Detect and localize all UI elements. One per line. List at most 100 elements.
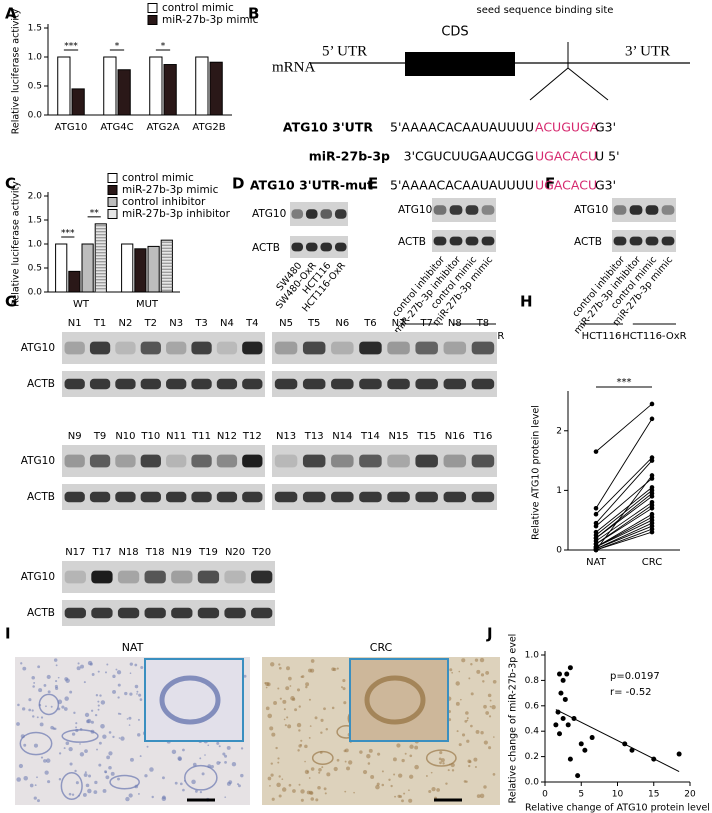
blot-band <box>661 205 675 215</box>
inset-cell <box>364 675 426 725</box>
lane-label: T16 <box>473 431 493 442</box>
tissue-cell <box>301 675 305 678</box>
tissue-cell <box>47 690 51 694</box>
tissue-cell <box>394 795 397 798</box>
tissue-cell <box>359 750 363 754</box>
tissue-cell <box>292 789 296 793</box>
tissue-cell <box>129 662 133 666</box>
panel-label: D <box>232 175 244 193</box>
tissue-cell <box>68 792 72 796</box>
tissue-cell <box>75 722 78 725</box>
tissue-cell <box>489 705 492 708</box>
tissue-cell <box>117 683 121 687</box>
tissue-cell <box>61 705 65 709</box>
lane-label: N2 <box>119 318 133 329</box>
tissue-cell <box>362 769 368 775</box>
x-tick-label: ATG2B <box>192 122 225 133</box>
y-tick-label: 0 <box>556 546 562 556</box>
tissue-cell <box>23 776 28 781</box>
tissue-cell <box>86 718 92 724</box>
x-axis-label: Relative change of ATG10 protein level <box>525 803 710 813</box>
significance-label: *** <box>61 229 75 239</box>
tissue-cell <box>317 785 321 790</box>
blot-band <box>242 491 263 503</box>
tissue-cell <box>63 707 68 711</box>
tissue-cell <box>93 790 98 794</box>
tissue-cell <box>480 673 485 677</box>
tissue-cell <box>480 731 484 735</box>
lane-label: T11 <box>191 431 211 442</box>
y-tick-label: 0.5 <box>28 264 42 274</box>
panel-label: A <box>5 5 17 23</box>
tissue-cell <box>120 736 125 741</box>
tissue-cell <box>298 705 301 708</box>
tissue-cell <box>54 684 58 688</box>
tissue-cell <box>64 696 69 701</box>
point <box>649 473 655 478</box>
blot-band <box>274 454 298 468</box>
tissue-cell <box>297 749 300 752</box>
tissue-cell <box>58 752 62 755</box>
bar <box>149 56 163 116</box>
lane-label: N18 <box>118 547 138 558</box>
tissue-cell <box>94 713 98 717</box>
tissue-cell <box>310 659 315 663</box>
tissue-cell <box>281 778 284 781</box>
row-label: ATG10 <box>21 571 55 583</box>
blot-band <box>471 491 495 503</box>
lane-label: N6 <box>335 318 349 329</box>
y-tick-label: 0.0 <box>28 111 43 121</box>
tissue-cell <box>79 743 81 745</box>
blot-band <box>216 454 238 468</box>
seed-sequence: UGACACU <box>535 149 597 164</box>
x-tick-label: 0 <box>542 790 548 800</box>
tissue-cell <box>396 743 401 748</box>
blot-band <box>443 378 467 390</box>
legend-swatch <box>107 173 118 183</box>
tissue-cell <box>455 701 460 706</box>
tissue-gland <box>184 764 218 791</box>
tissue-cell <box>308 777 311 779</box>
tissue-cell <box>74 769 77 773</box>
row-label: ACTB <box>27 491 55 503</box>
tissue-cell <box>102 789 107 793</box>
tissue-cell <box>296 722 302 728</box>
blot-band <box>415 341 438 355</box>
tissue-cell <box>276 782 281 788</box>
inset-cell <box>159 675 221 725</box>
lane-label: N16 <box>445 431 465 442</box>
tissue-cell <box>277 761 280 764</box>
tissue-cell <box>112 689 117 694</box>
tissue-cell <box>106 663 109 666</box>
row-label: ATG10 <box>252 208 286 220</box>
blot-band <box>224 607 246 619</box>
tissue-cell <box>286 716 289 719</box>
tissue-cell <box>124 691 128 696</box>
tissue-cell <box>308 698 311 701</box>
tissue-cell <box>466 717 469 720</box>
tissue-cell <box>65 741 70 746</box>
tissue-cell <box>90 709 94 712</box>
blot-band <box>166 491 187 503</box>
point <box>557 671 562 677</box>
lane-label: T9 <box>93 431 106 442</box>
significance-label: ** <box>90 208 100 218</box>
tissue-cell <box>439 750 443 755</box>
tissue-cell <box>492 773 496 776</box>
tissue-cell <box>428 789 432 794</box>
blot-band <box>166 378 187 390</box>
blot-band <box>117 570 140 584</box>
tissue-cell <box>97 670 100 673</box>
group-label: HCT116 <box>582 331 622 342</box>
legend-label: miR-27b-3p mimic <box>162 14 259 26</box>
bar <box>71 88 85 116</box>
tissue-cell <box>278 775 281 778</box>
tissue-cell <box>308 736 311 739</box>
tissue-cell <box>438 757 442 761</box>
legend-swatch <box>147 15 158 25</box>
tissue-cell <box>32 715 35 718</box>
bar <box>55 243 68 293</box>
blot-band <box>274 491 298 503</box>
blot-band <box>433 205 447 215</box>
